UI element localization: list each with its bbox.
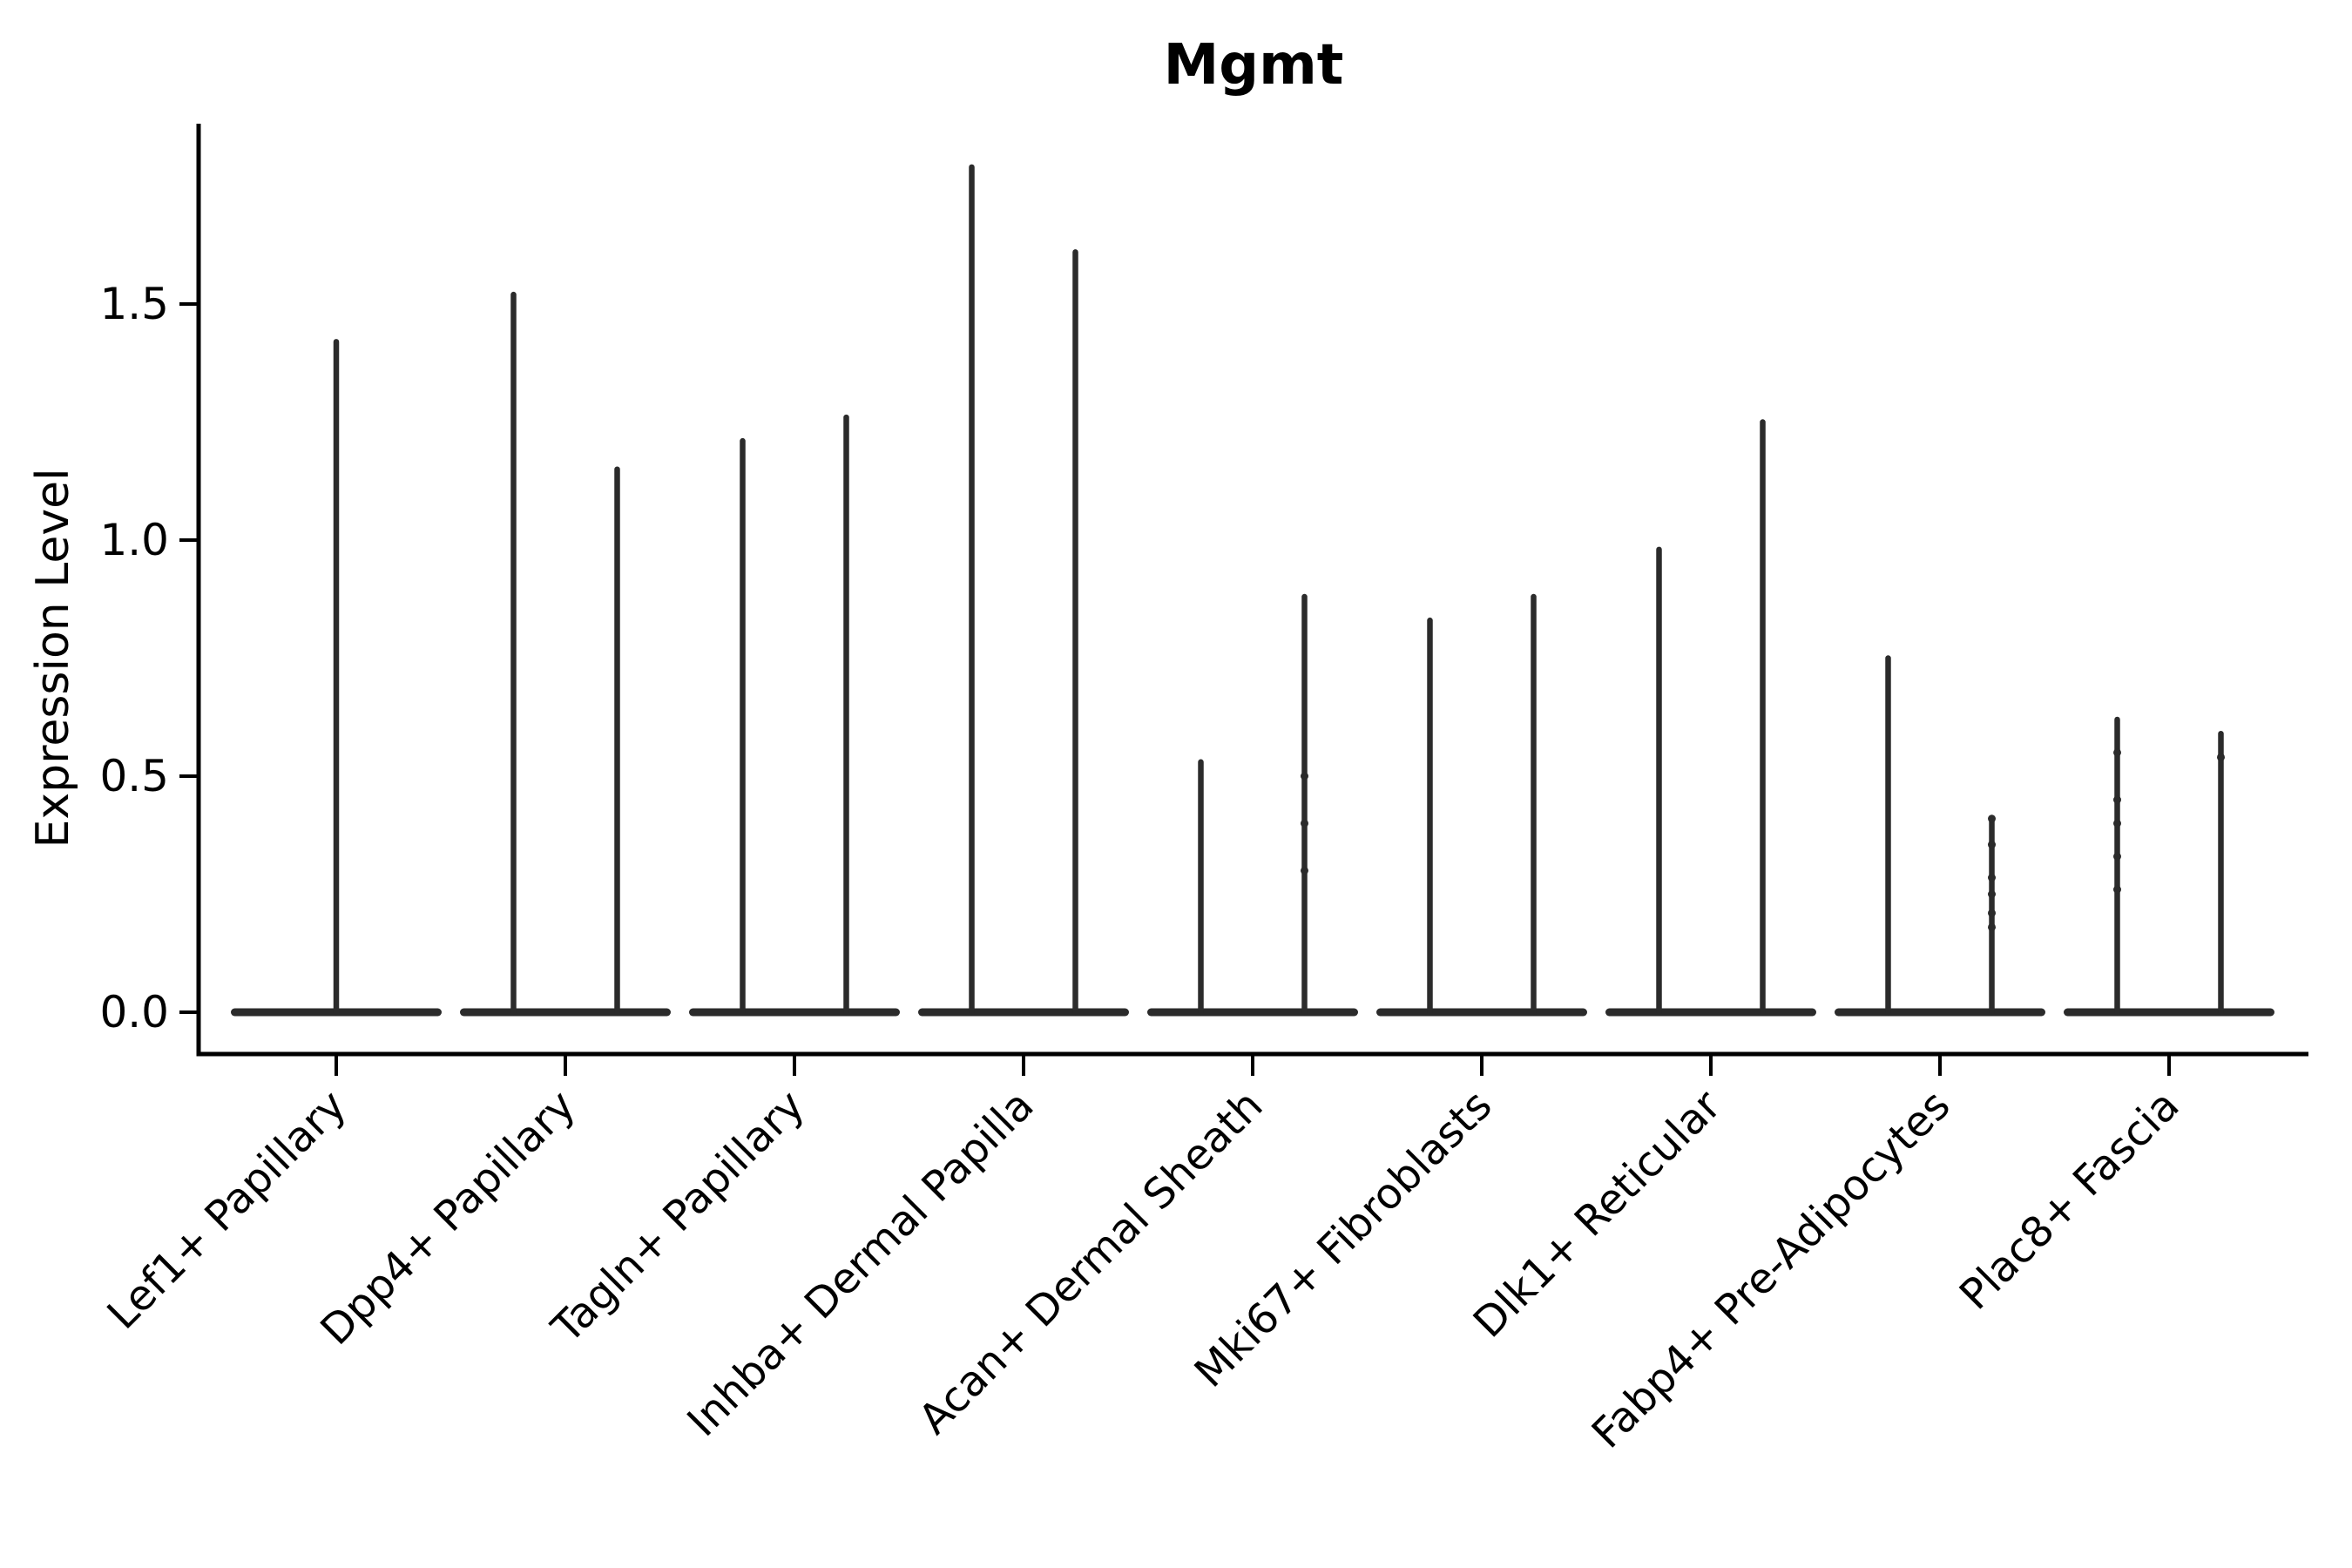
data-point-dot bbox=[2113, 748, 2121, 757]
data-point-dot bbox=[2113, 795, 2121, 804]
data-point-dot bbox=[2113, 885, 2121, 894]
data-point-dot bbox=[1301, 819, 1308, 828]
y-axis-tick-label: 1.0 bbox=[99, 515, 169, 565]
data-point-dot bbox=[1988, 814, 1996, 823]
y-axis-tick-label: 0.5 bbox=[99, 751, 169, 801]
data-point-dot bbox=[1301, 772, 1308, 781]
x-axis-tick-label: Lef1+ Papillary bbox=[98, 1081, 356, 1339]
data-point-dot bbox=[1988, 890, 1996, 898]
violin-base bbox=[460, 1008, 671, 1017]
data-point-dot bbox=[2113, 852, 2121, 861]
x-axis-tick-label: Tagln+ Papillary bbox=[542, 1081, 814, 1353]
data-point-dot bbox=[1988, 841, 1996, 849]
violin-base bbox=[1605, 1008, 1816, 1017]
x-axis-tick-label: Plac8+ Fascia bbox=[1950, 1081, 2189, 1320]
data-point-dot bbox=[1988, 874, 1996, 882]
y-axis-label: Expression Level bbox=[27, 468, 79, 848]
violin-base bbox=[2064, 1008, 2274, 1017]
data-point-dot bbox=[2113, 819, 2121, 828]
y-axis-tick-label: 0.0 bbox=[99, 987, 169, 1037]
y-axis-tick-label: 1.5 bbox=[99, 279, 169, 329]
violin-base bbox=[918, 1008, 1129, 1017]
violin-base bbox=[1147, 1008, 1358, 1017]
data-point-dot bbox=[1988, 909, 1996, 917]
x-axis-tick-label: Dlk1+ Reticular bbox=[1464, 1081, 1731, 1348]
violin-base bbox=[1376, 1008, 1587, 1017]
violin-base bbox=[689, 1008, 900, 1017]
violin-base bbox=[1835, 1008, 2045, 1017]
data-point-dot bbox=[1988, 923, 1996, 931]
chart-title: Mgmt bbox=[1164, 33, 1344, 98]
x-axis-tick-label: Dpp4+ Papillary bbox=[311, 1081, 585, 1355]
data-point-dot bbox=[2217, 753, 2225, 761]
data-point-dot bbox=[1301, 866, 1308, 875]
